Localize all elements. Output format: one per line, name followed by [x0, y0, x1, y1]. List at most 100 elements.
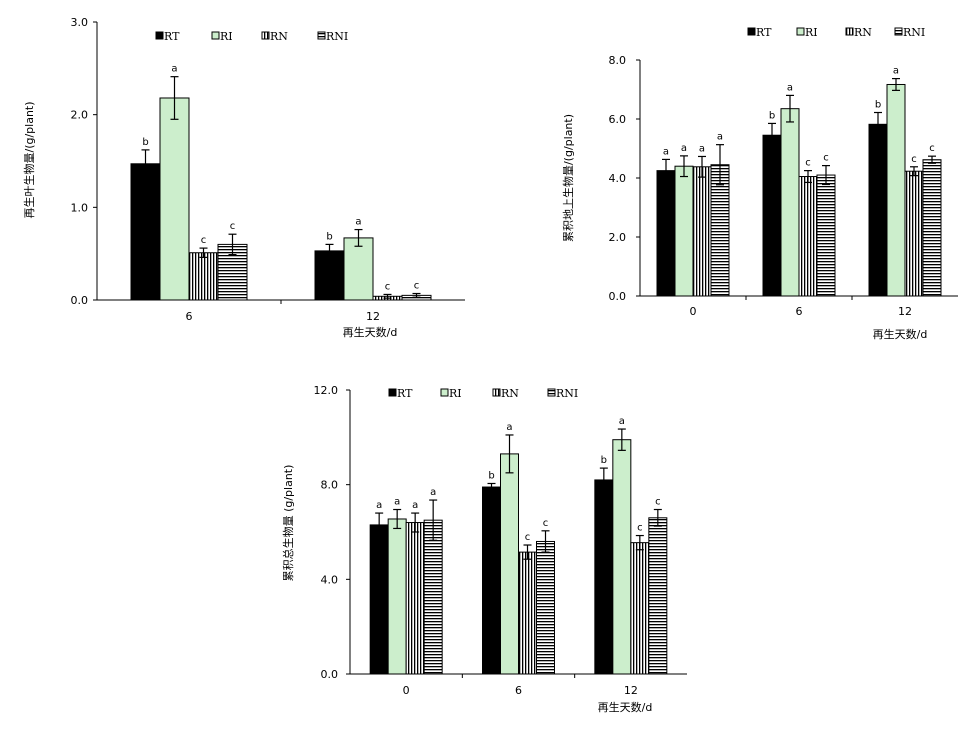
- x-tick-label: 12: [624, 684, 638, 697]
- legend-label-rt: RT: [756, 26, 772, 39]
- bar-rt: [130, 163, 161, 301]
- significance-letter: c: [414, 281, 420, 292]
- significance-letter: a: [376, 500, 382, 511]
- legend-swatch-rni: [894, 27, 903, 36]
- x-axis-label: 再生天数/d: [873, 327, 928, 341]
- significance-letter: a: [506, 422, 512, 433]
- legend-label-rni: RNI: [903, 26, 925, 39]
- significance-letter: a: [355, 217, 361, 228]
- bar-rt: [369, 524, 389, 675]
- y-tick-label: 3.0: [71, 16, 89, 29]
- significance-letter: b: [601, 455, 607, 466]
- significance-letter: a: [430, 487, 436, 498]
- y-tick-label: 1.0: [71, 201, 89, 214]
- significance-letter: c: [911, 154, 917, 165]
- significance-letter: a: [394, 497, 400, 508]
- significance-letter: c: [525, 532, 531, 543]
- legend-label-rn: RN: [501, 387, 519, 400]
- significance-letter: a: [893, 66, 899, 77]
- legend-swatch-ri: [211, 31, 220, 40]
- legend-label-rn: RN: [854, 26, 872, 39]
- bar-rt: [868, 123, 888, 297]
- significance-letter: a: [787, 82, 793, 93]
- significance-letter: a: [663, 146, 669, 157]
- y-axis-label: 再生叶生物量/(g/plant): [22, 101, 36, 218]
- bar-rni: [648, 517, 668, 675]
- bar-rt: [314, 250, 345, 301]
- significance-letter: b: [142, 137, 148, 148]
- bar-rt: [594, 479, 614, 675]
- chart-aboveground-biomass: 0.0 2.0 4.0 6.0 8.0 0 a a a a 6 b a c c 12 b a c c 累积地上生物量/(…: [561, 26, 958, 341]
- legend-swatch-rn: [492, 388, 501, 397]
- bar-rt: [482, 486, 501, 675]
- bar-rn: [518, 551, 537, 675]
- significance-letter: a: [699, 143, 705, 154]
- bar-rn: [630, 542, 650, 675]
- bar-rn: [798, 176, 818, 297]
- x-tick-label: 12: [898, 305, 912, 318]
- bar-ri: [159, 97, 190, 301]
- bar-rn: [692, 166, 712, 297]
- significance-letter: c: [929, 143, 935, 154]
- x-tick-label: 0: [690, 305, 697, 318]
- bar-rn: [904, 170, 924, 297]
- y-tick-label: 0.0: [71, 294, 89, 307]
- bar-ri: [886, 83, 906, 297]
- legend-swatch-rt: [388, 388, 397, 397]
- x-tick-label: 6: [186, 310, 193, 323]
- legend-label-rt: RT: [164, 30, 180, 43]
- significance-letter: c: [655, 497, 661, 508]
- significance-letter: a: [412, 500, 418, 511]
- bar-rt: [762, 134, 782, 297]
- significance-letter: b: [769, 110, 775, 121]
- y-tick-label: 2.0: [609, 231, 627, 244]
- x-axis-label: 再生天数/d: [343, 325, 398, 339]
- y-tick-label: 4.0: [321, 573, 339, 586]
- significance-letter: c: [637, 523, 643, 534]
- chart-total-biomass: 0.0 4.0 8.0 12.0 0 a a a a 6 b a c c 12 b a c c 累积总生物量 (g/p…: [281, 384, 687, 714]
- significance-letter: c: [823, 153, 829, 164]
- legend-label-rn: RN: [270, 30, 288, 43]
- significance-letter: a: [681, 143, 687, 154]
- legend-swatch-rt: [155, 31, 164, 40]
- legend-label-rt: RT: [397, 387, 413, 400]
- y-tick-label: 2.0: [71, 109, 89, 122]
- bar-ri: [780, 108, 800, 297]
- legend-swatch-ri: [796, 27, 805, 36]
- bar-ri: [500, 453, 519, 675]
- bar-rni: [536, 540, 555, 675]
- significance-letter: a: [717, 132, 723, 143]
- legend-swatch-rn: [845, 27, 854, 36]
- significance-letter: b: [488, 470, 494, 481]
- bar-ri: [343, 237, 374, 301]
- y-tick-label: 6.0: [609, 113, 627, 126]
- y-tick-label: 12.0: [314, 384, 339, 397]
- legend-label-rni: RNI: [326, 30, 348, 43]
- y-tick-label: 0.0: [609, 290, 627, 303]
- y-axis-label: 累积地上生物量/(g/plant): [561, 114, 575, 242]
- bar-rni: [423, 519, 443, 675]
- x-axis-label: 再生天数/d: [598, 700, 653, 714]
- y-tick-label: 0.0: [321, 668, 339, 681]
- x-tick-label: 12: [366, 310, 380, 323]
- legend-swatch-rni: [547, 388, 556, 397]
- significance-letter: c: [543, 518, 549, 529]
- y-tick-label: 4.0: [609, 172, 627, 185]
- significance-letter: c: [201, 235, 207, 246]
- legend-label-ri: RI: [220, 30, 233, 43]
- significance-letter: b: [326, 231, 332, 242]
- significance-letter: c: [805, 158, 811, 169]
- bar-rni: [816, 174, 836, 297]
- legend-label-ri: RI: [805, 26, 818, 39]
- significance-letter: c: [385, 281, 391, 292]
- significance-letter: c: [230, 221, 236, 232]
- bar-rn: [405, 522, 425, 675]
- legend-label-rni: RNI: [556, 387, 578, 400]
- legend-label-ri: RI: [449, 387, 462, 400]
- significance-letter: b: [875, 100, 881, 111]
- y-tick-label: 8.0: [321, 479, 339, 492]
- legend-swatch-rt: [747, 27, 756, 36]
- legend-swatch-rni: [317, 31, 326, 40]
- x-tick-label: 6: [796, 305, 803, 318]
